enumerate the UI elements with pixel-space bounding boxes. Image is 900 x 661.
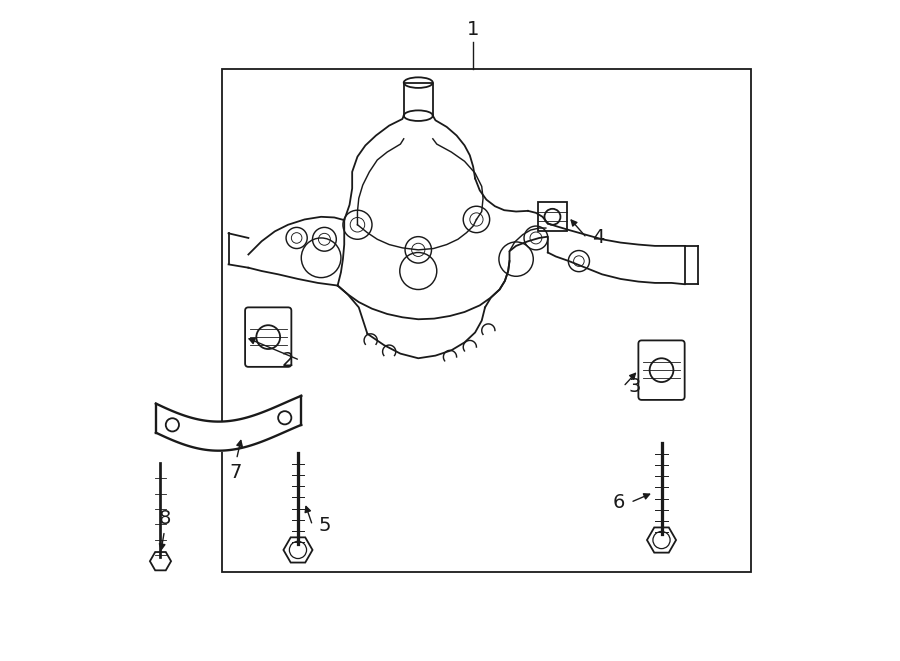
Text: 8: 8 [158,510,171,528]
Text: 6: 6 [612,493,625,512]
Text: 7: 7 [229,463,241,482]
Bar [222,69,751,572]
Text: 5: 5 [319,516,330,535]
Text: 2: 2 [282,351,294,369]
Text: 1: 1 [467,20,480,39]
Text: 4: 4 [592,229,605,247]
Bar [538,202,567,231]
Text: 3: 3 [629,377,642,396]
